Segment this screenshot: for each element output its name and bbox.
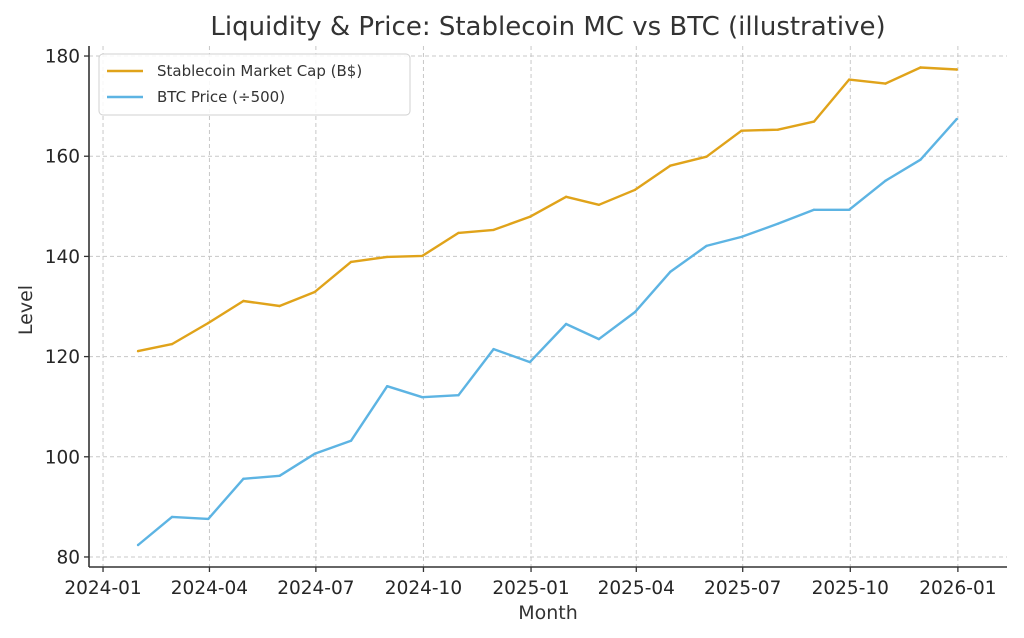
x-tick-label: 2024-07 — [277, 578, 354, 599]
data-point — [919, 66, 922, 69]
data-point — [313, 452, 316, 455]
data-point — [421, 396, 424, 399]
series-points-btc — [136, 117, 958, 547]
x-ticks: 2024-01 2024-04 2024-07 2024-10 2025-01 2025-… — [64, 567, 997, 599]
y-tick-label: 100 — [45, 447, 80, 468]
y-axis-label: Level — [15, 285, 37, 335]
data-point — [242, 299, 245, 303]
chart-title: Liquidity & Price: Stablecoin MC vs BTC … — [210, 12, 885, 42]
y-tick-label: 180 — [45, 47, 80, 68]
grid — [89, 46, 1007, 567]
data-point — [597, 203, 601, 206]
data-point — [313, 290, 316, 294]
data-point — [884, 179, 887, 182]
data-point — [597, 337, 601, 341]
data-point — [492, 228, 495, 232]
data-point — [776, 222, 779, 225]
x-tick-label: 2024-01 — [64, 578, 141, 599]
series-line-btc — [136, 117, 958, 547]
data-point — [669, 270, 672, 274]
data-point — [669, 164, 672, 167]
x-tick-label: 2025-04 — [598, 578, 675, 599]
data-point — [170, 342, 174, 346]
legend-box — [98, 53, 411, 116]
data-point — [386, 385, 389, 388]
data-point — [170, 515, 174, 519]
data-point — [633, 188, 637, 191]
legend: Stablecoin Market Cap (B$) BTC Price (÷5… — [98, 53, 411, 116]
data-point — [457, 231, 460, 235]
y-ticks: 80 100 120 140 160 180 — [45, 47, 89, 568]
data-point — [207, 321, 210, 325]
data-point — [847, 78, 851, 81]
y-tick-label: 80 — [56, 547, 80, 568]
legend-label-stablecoin: Stablecoin Market Cap (B$) — [157, 62, 362, 80]
data-point — [492, 347, 495, 351]
data-point — [812, 208, 816, 211]
data-point — [955, 68, 958, 71]
x-tick-label: 2025-01 — [492, 578, 569, 599]
data-point — [242, 477, 245, 480]
axes — [88, 46, 1007, 568]
data-point — [955, 117, 958, 121]
data-point — [740, 129, 743, 132]
data-point — [633, 310, 637, 314]
x-tick-label: 2024-04 — [171, 578, 248, 599]
data-point — [278, 304, 281, 308]
data-point — [278, 474, 281, 477]
x-tick-label: 2024-10 — [385, 578, 462, 599]
data-point — [136, 543, 140, 547]
data-point — [386, 255, 389, 259]
y-tick-label: 140 — [45, 247, 80, 268]
data-point — [349, 260, 353, 264]
data-point — [812, 120, 816, 123]
legend-label-btc: BTC Price (÷500) — [157, 88, 285, 106]
y-tick-label: 120 — [45, 347, 80, 368]
x-tick-label: 2026-01 — [919, 578, 996, 599]
data-point — [349, 439, 353, 442]
data-point — [457, 394, 460, 397]
data-point — [705, 155, 708, 158]
data-point — [564, 322, 568, 326]
series-layer — [136, 66, 958, 547]
x-tick-label: 2025-10 — [812, 578, 889, 599]
series-line-stablecoin — [136, 66, 958, 353]
data-point — [847, 208, 851, 211]
data-point — [740, 235, 743, 239]
data-point — [528, 215, 532, 218]
x-axis-label: Month — [518, 602, 578, 624]
data-point — [421, 254, 424, 258]
data-point — [207, 517, 210, 521]
data-point — [884, 82, 887, 85]
data-point — [564, 195, 568, 198]
data-point — [919, 158, 922, 161]
x-tick-label: 2025-07 — [704, 578, 781, 599]
data-point — [705, 244, 708, 248]
data-point — [528, 360, 532, 364]
y-tick-label: 160 — [45, 147, 80, 168]
data-point — [136, 349, 140, 353]
series-points-stablecoin — [136, 66, 958, 353]
data-point — [776, 128, 779, 131]
